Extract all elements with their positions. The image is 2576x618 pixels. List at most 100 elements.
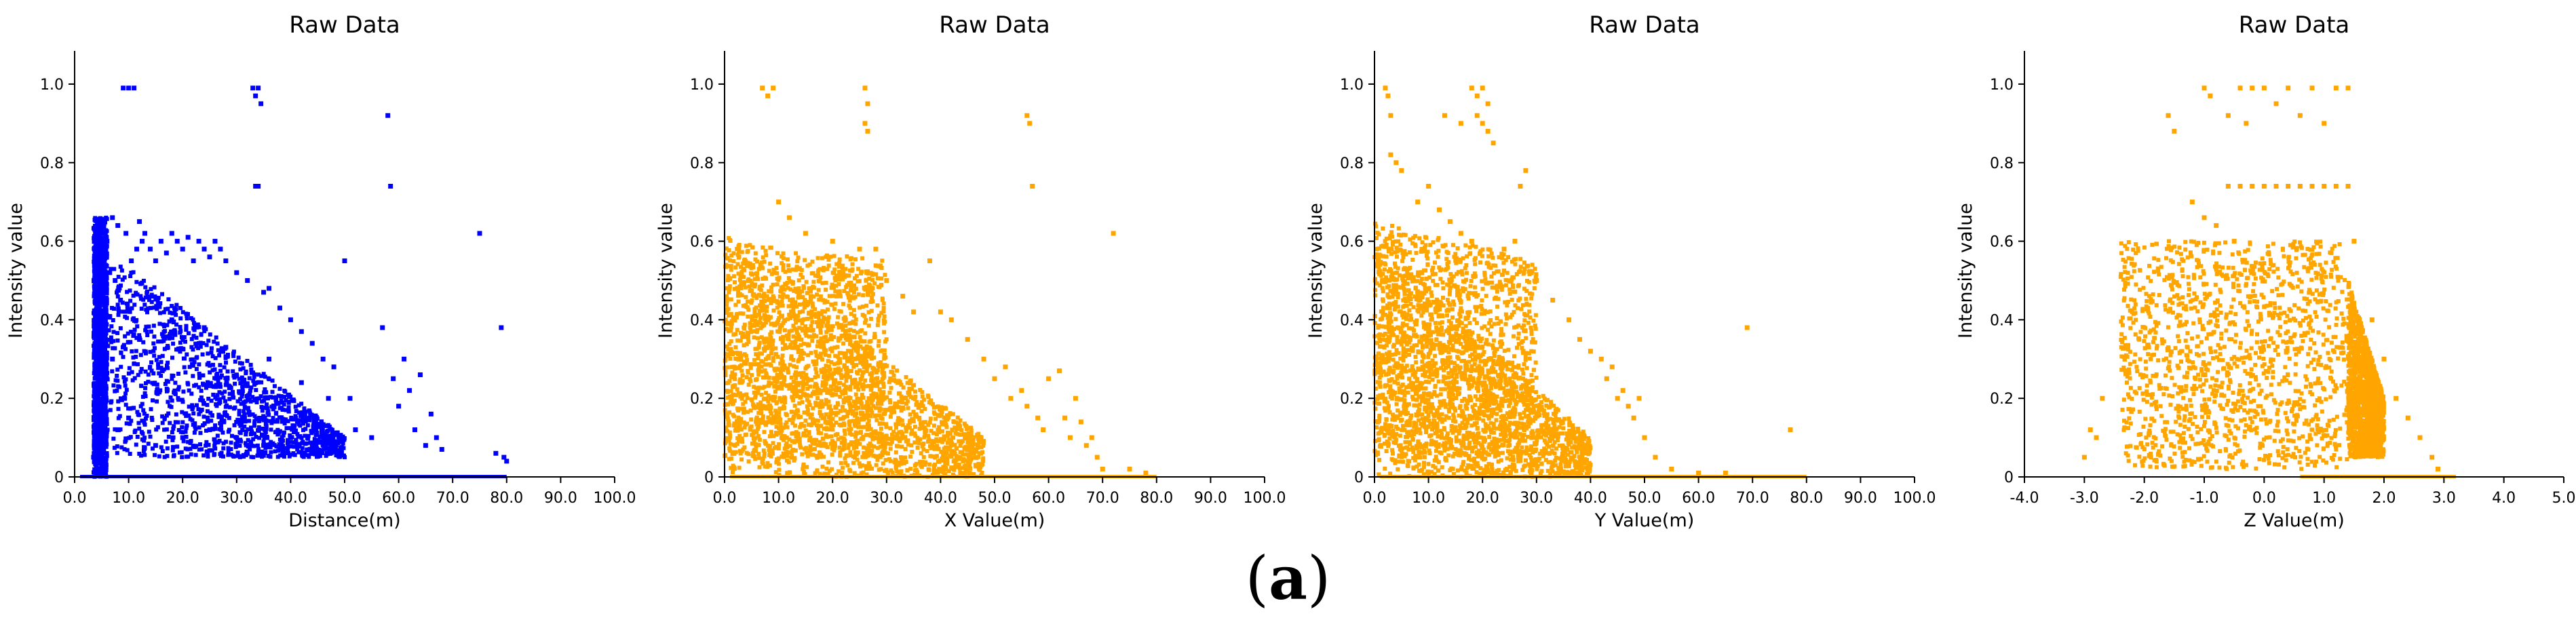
data-point: [145, 413, 149, 418]
data-point: [104, 392, 109, 397]
data-point: [849, 368, 853, 373]
data-point: [735, 311, 739, 316]
data-point: [153, 381, 157, 385]
data-point: [111, 383, 116, 388]
data-point: [822, 471, 827, 476]
data-point: [248, 399, 253, 404]
data-point: [757, 438, 762, 442]
data-point: [769, 351, 773, 355]
data-point: [493, 450, 499, 456]
data-point: [748, 326, 753, 330]
data-point: [928, 454, 933, 459]
data-point: [119, 364, 123, 369]
data-point: [964, 424, 969, 429]
data-point: [858, 360, 863, 365]
data-point: [310, 448, 315, 452]
data-point: [98, 265, 102, 270]
data-point: [96, 350, 101, 355]
data-point: [201, 341, 206, 345]
data-point: [756, 418, 761, 423]
data-point: [295, 447, 300, 452]
data-point: [139, 366, 144, 371]
data-point: [863, 384, 868, 389]
data-point: [758, 265, 763, 270]
data-point: [102, 268, 107, 273]
data-point: [234, 372, 239, 377]
data-point: [176, 371, 180, 376]
data-point: [96, 252, 101, 256]
data-point: [967, 425, 972, 430]
data-point: [788, 298, 792, 303]
data-point: [187, 388, 191, 393]
data-point: [856, 353, 861, 358]
data-point: [786, 304, 791, 309]
data-point: [267, 356, 272, 362]
x-axis-label: X Value(m): [944, 510, 1045, 531]
data-point: [128, 421, 132, 426]
data-point: [227, 397, 232, 402]
data-point: [142, 452, 147, 457]
data-point: [172, 388, 177, 393]
data-point: [908, 455, 912, 459]
data-point: [314, 414, 319, 419]
data-point: [947, 412, 952, 417]
data-point: [205, 402, 210, 407]
data-point: [820, 464, 825, 469]
data-point: [761, 385, 765, 390]
data-point: [98, 314, 102, 319]
data-point: [904, 395, 908, 400]
data-point: [753, 347, 758, 351]
data-point: [104, 395, 109, 400]
data-point: [137, 219, 142, 225]
data-point: [920, 389, 925, 394]
data-point: [215, 341, 220, 346]
data-point: [284, 417, 288, 422]
data-point: [297, 418, 302, 423]
data-point: [927, 444, 932, 448]
data-point: [170, 438, 175, 442]
data-point: [766, 419, 771, 424]
data-point: [198, 431, 203, 436]
data-point: [769, 330, 774, 334]
data-point: [895, 368, 900, 373]
data-point: [755, 322, 760, 326]
data-point: [900, 444, 904, 449]
data-point: [833, 278, 838, 283]
data-point: [184, 411, 189, 416]
data-point: [303, 433, 307, 438]
data-point: [267, 442, 272, 446]
data-point: [131, 355, 136, 360]
data-point: [218, 414, 223, 419]
data-point: [847, 403, 852, 408]
data-point: [155, 382, 159, 387]
data-point: [870, 277, 874, 282]
data-point: [252, 419, 257, 423]
data-point: [790, 345, 795, 350]
data-point: [309, 444, 314, 449]
data-point: [111, 318, 115, 323]
data-point: [95, 240, 100, 245]
data-point: [102, 467, 107, 472]
data-point: [785, 458, 790, 463]
data-point: [729, 456, 733, 461]
data-point: [176, 387, 180, 392]
data-point: [726, 419, 731, 423]
data-point: [126, 371, 131, 376]
data-point: [138, 296, 143, 301]
data-point: [95, 372, 100, 377]
data-point: [304, 441, 309, 446]
data-point: [151, 324, 156, 328]
data-point: [824, 398, 828, 402]
data-point: [163, 382, 168, 387]
data-point: [222, 365, 227, 370]
data-point: [170, 304, 174, 309]
data-point: [841, 421, 846, 426]
data-point: [802, 423, 807, 428]
data-point: [210, 384, 214, 389]
data-point: [129, 271, 134, 275]
data-point: [842, 428, 847, 433]
data-point: [142, 391, 147, 395]
data-point: [769, 285, 774, 290]
data-point: [944, 450, 949, 455]
data-point: [739, 280, 744, 285]
